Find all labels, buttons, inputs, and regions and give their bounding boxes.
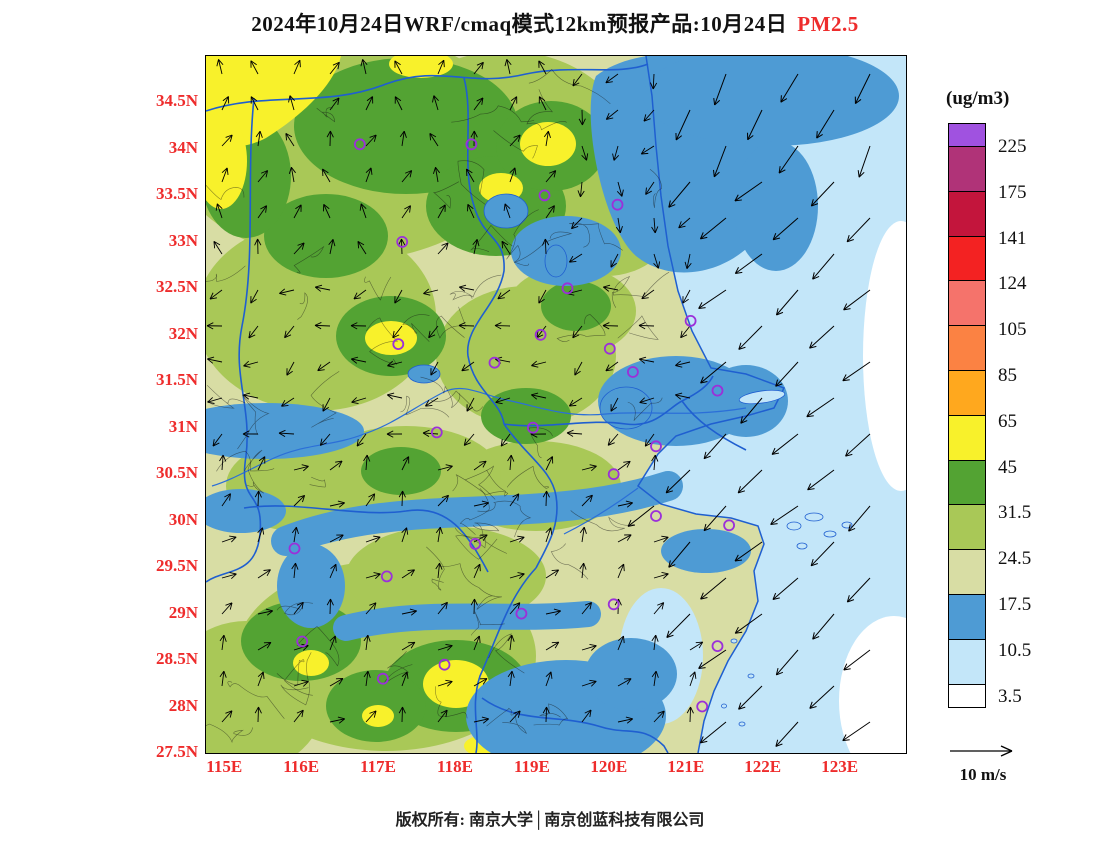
lon-tick-label: 117E: [360, 757, 397, 776]
colorbar-segment: [948, 325, 986, 371]
lat-tick-label: 29.5N: [155, 556, 198, 576]
lat-tick-label: 28.5N: [155, 649, 198, 669]
colorbar-segment: [948, 146, 986, 192]
colorbar-segment: [948, 280, 986, 327]
map-area: [205, 55, 907, 754]
colorbar-segment: [948, 504, 986, 551]
colorbar-segment: [948, 683, 986, 708]
coastline: [637, 56, 786, 753]
lon-tick-label: 121E: [667, 757, 705, 776]
chart-title-main: 2024年10月24日WRF/cmaq模式12km预报产品:10月24日: [251, 12, 788, 36]
colorbar-tick-label: 24.5: [998, 548, 1032, 570]
lat-tick-label: 33.5N: [155, 184, 198, 204]
lat-tick-label: 31N: [168, 416, 198, 436]
city-station-markers: [288, 138, 735, 713]
colorbar-tick-label: 85: [998, 365, 1017, 386]
colorbar-tick-label: 175: [998, 181, 1027, 203]
colorbar-legend: (ug/m3) 225 175 141 124 105 85 65 45 31.5 24.5 17.…: [946, 88, 1100, 708]
colorbar-tick-label: 3.5: [998, 685, 1022, 707]
colorbar-tick-label: 45: [998, 456, 1017, 478]
lon-tick-label: 119E: [513, 757, 550, 776]
colorbar-segment: [948, 459, 986, 506]
colorbar-tick-label: 124: [998, 273, 1027, 295]
wind-vector-arrows: [206, 59, 871, 747]
colorbar-segment: [948, 123, 986, 147]
contour-fill-yellow: [206, 56, 576, 753]
lat-tick-label: 30N: [168, 509, 198, 529]
lat-tick-label: 27.5N: [155, 742, 198, 761]
lon-tick-label: 122E: [744, 757, 782, 776]
colorbar-segment: [948, 414, 986, 461]
colorbar-segment: [948, 235, 986, 282]
county-boundaries: [206, 68, 670, 743]
colorbar-segment: [948, 549, 986, 595]
colorbar-tick-label: 10.5: [998, 639, 1032, 661]
chart-title-variable: PM2.5: [797, 12, 859, 36]
lon-tick-label: 118E: [437, 757, 473, 776]
lon-tick-label: 115E: [206, 757, 243, 776]
lat-tick-label: 28N: [168, 695, 198, 715]
wind-reference-label: 10 m/s: [959, 765, 1007, 784]
copyright-text: 版权所有: 南京大学│南京创蓝科技有限公司: [395, 812, 705, 829]
lat-tick-label: 32N: [168, 323, 198, 343]
colorbar-segment: [948, 638, 986, 685]
latitude-axis-labels: 34.5N 34N 33.5N 33N 32.5N 32N 31.5N 31N 30.5N 30N…: [136, 55, 198, 761]
lat-tick-label: 34.5N: [155, 91, 198, 111]
lat-tick-label: 31.5N: [155, 370, 198, 390]
colorbar-unit-label: (ug/m3): [946, 88, 1010, 109]
lat-tick-label: 34N: [168, 137, 198, 157]
lat-tick-label: 32.5N: [155, 277, 198, 297]
chart-title: 2024年10月24日WRF/cmaq模式12km预报产品:10月24日 PM2.…: [150, 8, 960, 38]
colorbar-segment: [948, 369, 986, 416]
pm25-contour-map: [206, 56, 906, 753]
lon-tick-label: 116E: [283, 757, 320, 776]
colorbar-tick-label: 225: [998, 136, 1027, 157]
longitude-axis-labels: 115E 116E 117E 118E 119E 120E 121E 122E 123E: [205, 757, 905, 783]
colorbar-tick-label: 31.5: [998, 502, 1032, 524]
colorbar-tick-label: 65: [998, 410, 1017, 432]
colorbar-tick-label: 141: [998, 227, 1027, 249]
lon-tick-label: 123E: [821, 757, 859, 776]
colorbar-tick-label: 17.5: [998, 594, 1032, 615]
colorbar-segment: [948, 593, 986, 640]
lat-tick-label: 29N: [168, 602, 198, 622]
wind-reference: 10 m/s: [948, 742, 1038, 785]
islands: [721, 389, 853, 727]
wind-reference-arrow-icon: [950, 745, 1013, 757]
lakes: [407, 193, 653, 430]
colorbar-segment: [948, 190, 986, 237]
colorbar: 225 175 141 124 105 85 65 45 31.5 24.5 17.5 10.5 3.5: [948, 123, 1031, 708]
colorbar-tick-label: 105: [998, 319, 1027, 341]
lat-tick-label: 33N: [168, 230, 198, 250]
lat-tick-label: 30.5N: [155, 463, 198, 483]
lon-tick-label: 120E: [590, 757, 628, 776]
contour-fill-white: [839, 221, 906, 753]
